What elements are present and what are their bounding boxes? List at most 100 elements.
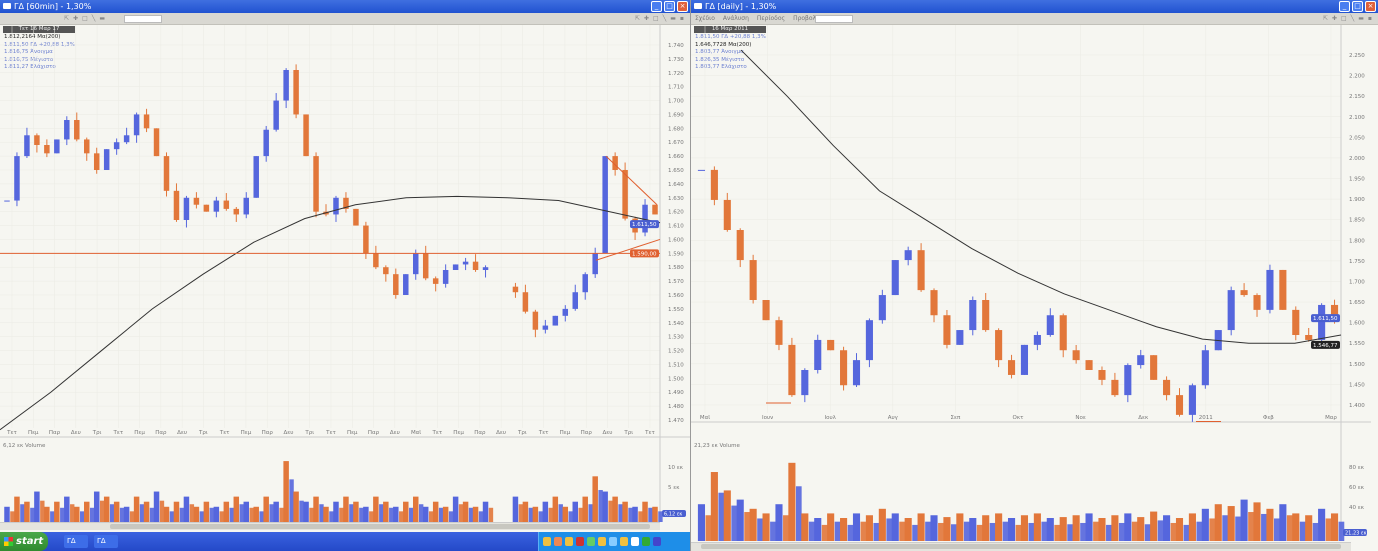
candle-body: [1085, 360, 1093, 370]
maximize-button[interactable]: □: [664, 1, 675, 12]
scroll-thumb[interactable]: [701, 544, 1341, 549]
rect-tool-icon[interactable]: □: [1340, 15, 1347, 22]
y-tick-label: 1.710: [668, 85, 684, 91]
close-button[interactable]: ×: [677, 1, 688, 12]
volume-bar: [139, 504, 145, 522]
rect-tool-icon[interactable]: □: [82, 15, 88, 22]
close-button[interactable]: ×: [1365, 1, 1376, 12]
volume-bar: [488, 507, 494, 522]
x-tick-label: Τετ: [325, 430, 336, 436]
y-tick-label: 1.550: [668, 307, 684, 313]
volume-bar: [1002, 521, 1009, 541]
menu-period[interactable]: Περίοδος: [756, 15, 786, 22]
maximize-button[interactable]: □: [1352, 1, 1363, 12]
volume-bar: [578, 507, 583, 522]
symbol-input[interactable]: [815, 15, 853, 23]
volume-bar: [548, 507, 553, 522]
x-tick-label: Δευ: [177, 430, 187, 436]
price-chart[interactable]: 1.740 1.730 1.720 1.710 1.700 1.690 1.680 1.670…: [0, 0, 690, 532]
minimize-button[interactable]: _: [651, 1, 662, 12]
window-icon: [694, 3, 702, 9]
window-title: ΓΔ [daily] - 1,30%: [705, 2, 777, 11]
candle-body: [943, 315, 951, 345]
taskbar-button-60min[interactable]: ΓΔ: [64, 535, 88, 548]
price-legend: 1.812,2164 Mα(200) 1.811,50 ΓΔ +20,88 1,…: [4, 34, 75, 72]
horizontal-scrollbar[interactable]: [0, 522, 660, 530]
volume-bar: [705, 515, 712, 541]
x-tick-label: Παρ: [262, 430, 274, 436]
crosshair-icon[interactable]: ✚: [73, 15, 79, 22]
volume-bar: [1188, 513, 1196, 541]
text-tool-icon[interactable]: ▬: [99, 15, 106, 22]
crosshair-icon[interactable]: ✚: [1331, 15, 1337, 22]
title-bar[interactable]: ΓΔ [60min] - 1,30% _ □ ×: [0, 0, 690, 13]
y-tick-label: 1.590: [668, 251, 684, 257]
y-tick-label: 1.400: [1349, 403, 1365, 409]
line-tool-icon[interactable]: ╲: [1350, 15, 1355, 22]
volume-bar: [133, 496, 140, 522]
volume-bar: [542, 501, 549, 522]
x-tick-label: Παρ: [474, 430, 486, 436]
price-chart[interactable]: 2.250 2.200 2.150 2.100 2.050 2.000 1.950 1.900…: [691, 0, 1378, 551]
candle-body: [775, 320, 783, 345]
y-tick-label: 1.720: [668, 71, 684, 77]
volume-bar: [349, 504, 354, 522]
volume-bar: [612, 496, 618, 522]
y-tick-label: 1.750: [1349, 259, 1365, 265]
chart-window-daily: ΓΔ [daily] - 1,30% _ □ × Σχέδιο Ανάλυση Πε…: [690, 0, 1378, 551]
candle-body: [193, 197, 200, 205]
title-bar[interactable]: ΓΔ [daily] - 1,30% _ □ ×: [691, 0, 1378, 13]
volume-badge: 6,12 εκ: [664, 512, 682, 518]
x-tick-label: Δευ: [390, 430, 400, 436]
menu-view[interactable]: Προβολή: [793, 15, 820, 22]
volume-bar: [632, 506, 638, 522]
price-badge-bg: [630, 220, 659, 229]
volume-bar: [4, 506, 10, 522]
volume-bar: [1067, 524, 1073, 541]
line-tool-icon[interactable]: ╲: [91, 15, 96, 22]
menu-draw[interactable]: Σχέδιο: [695, 15, 715, 22]
volume-bar: [143, 501, 150, 522]
line-tool-icon[interactable]: ╲: [662, 15, 667, 22]
minimize-button[interactable]: _: [1339, 1, 1350, 12]
text-tool-icon[interactable]: ▬: [1358, 15, 1364, 22]
scroll-thumb[interactable]: [110, 524, 650, 529]
rect-tool-icon[interactable]: □: [652, 15, 659, 22]
start-button[interactable]: start: [0, 532, 48, 551]
candle-body: [1007, 360, 1016, 375]
cursor-tool-icon[interactable]: ⇱: [1322, 15, 1328, 22]
volume-bar: [904, 518, 912, 541]
volume-bar: [149, 507, 155, 522]
save-icon[interactable]: ▪: [679, 15, 684, 22]
volume-bar: [963, 521, 970, 541]
candle-body: [4, 200, 10, 202]
x-tick-label: 2011: [1199, 415, 1213, 421]
text-tool-icon[interactable]: ▬: [670, 15, 676, 22]
cursor-tool-icon[interactable]: ⇱: [634, 15, 640, 22]
crosshair-icon[interactable]: ✚: [643, 15, 649, 22]
volume-bar: [293, 491, 299, 522]
candle-body: [1227, 290, 1235, 331]
candle-body: [1046, 315, 1054, 335]
volume-bar: [648, 507, 653, 522]
candle-body: [542, 325, 549, 330]
y-tick-label: 1.500: [668, 376, 684, 382]
candle-body: [827, 339, 835, 351]
volume-bar: [20, 504, 25, 522]
volume-bar: [912, 524, 918, 541]
candle-body: [532, 311, 539, 330]
y-tick-label: 1.680: [668, 126, 684, 132]
horizontal-scrollbar[interactable]: [691, 542, 1351, 551]
volume-bar: [223, 501, 230, 522]
legend-low: 1.811,27 Ελάχιστο: [4, 64, 56, 70]
taskbar-button-daily[interactable]: ΓΔ: [94, 535, 118, 548]
volume-bar: [982, 515, 990, 541]
symbol-input[interactable]: [124, 15, 162, 23]
menu-analysis[interactable]: Ανάλυση: [722, 15, 749, 22]
x-tick-label: Πεμ: [241, 430, 252, 436]
volume-bar: [199, 511, 205, 522]
cursor-tool-icon[interactable]: ⇱: [64, 15, 70, 22]
x-tick-label: Πεμ: [28, 430, 39, 436]
save-icon[interactable]: ▪: [1367, 15, 1372, 22]
candle-body: [133, 114, 140, 136]
